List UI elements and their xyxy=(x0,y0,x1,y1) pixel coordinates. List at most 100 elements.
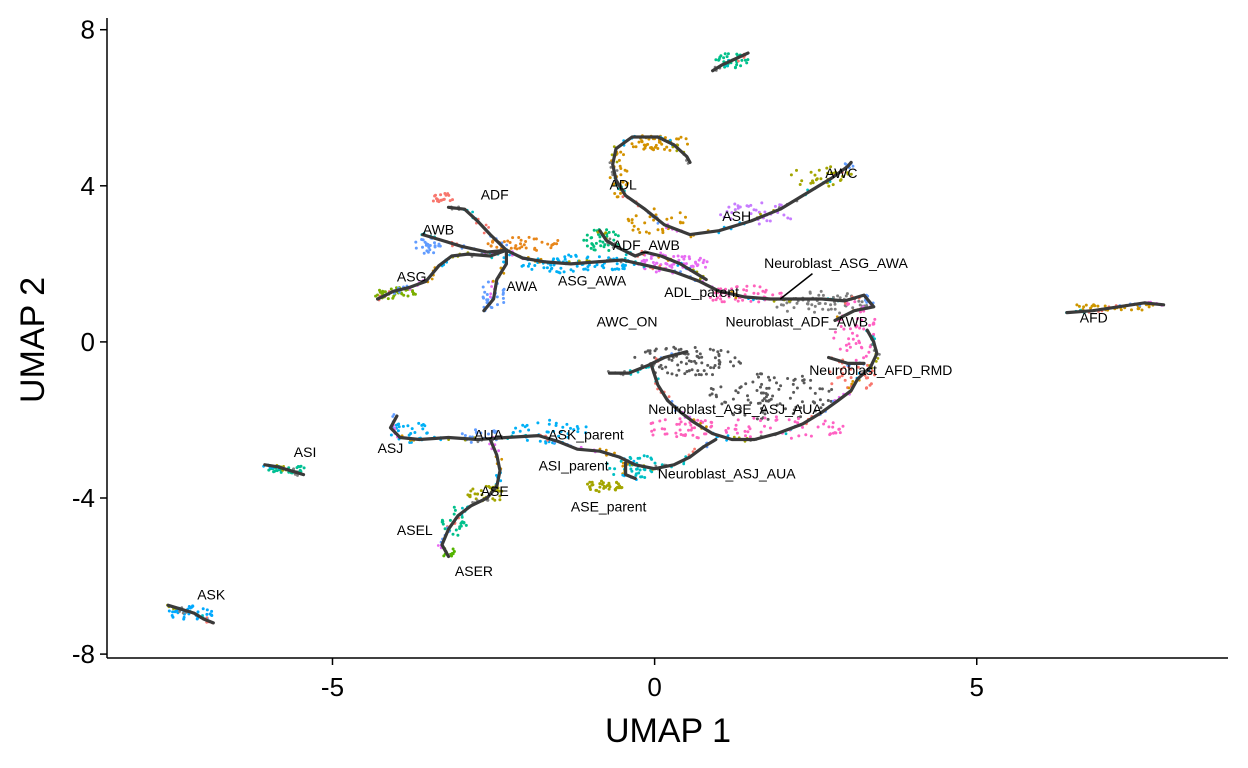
cell-point xyxy=(653,349,657,353)
cell-point xyxy=(851,331,854,335)
cell-point xyxy=(555,257,559,261)
cell-point xyxy=(386,297,390,301)
trajectory-segment xyxy=(263,463,306,477)
cell-point xyxy=(648,215,652,219)
cell-point xyxy=(612,238,616,242)
cell-point xyxy=(789,436,793,440)
cell-point xyxy=(830,382,834,386)
cell-point xyxy=(839,178,843,182)
cell-point xyxy=(720,402,724,406)
cell-point xyxy=(799,406,803,410)
cell-point xyxy=(774,415,778,419)
cell-point xyxy=(618,164,622,168)
cell-point xyxy=(691,264,694,268)
cell-point xyxy=(500,457,504,461)
cell-point xyxy=(605,462,609,466)
cell-point xyxy=(719,385,723,389)
cell-point xyxy=(729,217,733,221)
cell-point xyxy=(784,407,787,411)
cell-point xyxy=(723,52,727,56)
cell-point xyxy=(604,448,608,452)
cell-point xyxy=(710,421,714,424)
cell-point xyxy=(626,217,630,221)
cell-point xyxy=(508,253,511,257)
cell-point xyxy=(205,608,209,612)
cell-point xyxy=(857,299,861,303)
cell-point xyxy=(389,433,393,437)
trajectory-segment xyxy=(623,461,637,481)
cell-point xyxy=(498,494,502,498)
cell-point xyxy=(695,349,699,353)
trajectory-segment xyxy=(166,603,215,625)
cell-point xyxy=(857,371,861,375)
cell-point xyxy=(437,200,441,204)
cell-point xyxy=(1089,306,1093,310)
cell-point xyxy=(621,464,625,468)
cell-point xyxy=(763,416,767,420)
cell-point xyxy=(823,302,827,306)
cell-point xyxy=(818,301,822,305)
cell-point xyxy=(828,370,832,374)
cell-point xyxy=(663,427,667,431)
cell-point xyxy=(722,215,726,219)
cell-point xyxy=(711,387,715,391)
cell-point xyxy=(696,369,700,373)
cell-point xyxy=(526,264,530,268)
cell-point xyxy=(849,367,853,371)
cell-type-label: ASK_parent xyxy=(548,427,624,443)
cell-point xyxy=(621,180,625,184)
cell-point xyxy=(659,251,663,255)
cell-point xyxy=(410,427,414,431)
cell-point xyxy=(668,138,672,142)
cell-point xyxy=(749,203,753,207)
cell-point xyxy=(630,469,634,473)
cell-point xyxy=(495,474,498,477)
cell-point xyxy=(651,261,655,264)
cell-point xyxy=(713,356,717,360)
cell-point xyxy=(458,527,462,530)
cell-point xyxy=(760,391,764,395)
cell-type-label: ASEL xyxy=(397,522,433,538)
cell-point xyxy=(608,176,612,180)
cell-points xyxy=(166,52,1164,625)
cell-point xyxy=(752,291,756,295)
cell-point xyxy=(689,423,693,427)
cell-point xyxy=(733,202,737,206)
cell-point xyxy=(860,300,864,304)
cell-point xyxy=(689,235,693,239)
cell-point xyxy=(873,317,877,321)
cell-point xyxy=(833,431,837,435)
cell-type-label: ASG xyxy=(397,268,427,284)
cell-point xyxy=(1082,305,1086,309)
cell-point xyxy=(762,397,766,401)
trajectory-segment xyxy=(710,51,750,73)
cell-point xyxy=(842,327,846,331)
cell-point xyxy=(514,426,518,430)
cell-point xyxy=(555,270,559,274)
cell-point xyxy=(827,184,831,188)
cell-point xyxy=(714,298,718,302)
cell-point xyxy=(745,284,749,288)
cell-point xyxy=(554,424,558,427)
cell-point xyxy=(479,489,483,493)
cell-point xyxy=(611,268,615,272)
cell-point xyxy=(588,480,592,484)
cell-point xyxy=(695,436,699,439)
cell-point xyxy=(552,429,556,433)
cell-point xyxy=(767,386,771,390)
cell-point xyxy=(843,378,847,382)
cell-point xyxy=(679,135,683,139)
cell-point xyxy=(795,301,799,305)
cell-point xyxy=(690,368,694,372)
cell-point xyxy=(408,441,412,444)
cell-point xyxy=(425,243,429,247)
cell-point xyxy=(778,203,782,207)
cell-point xyxy=(619,167,623,170)
cell-point xyxy=(660,427,664,431)
cell-point xyxy=(1136,307,1140,311)
cell-point xyxy=(586,255,590,259)
cell-point xyxy=(704,372,708,376)
cell-point xyxy=(739,361,742,365)
cell-point xyxy=(475,431,479,435)
